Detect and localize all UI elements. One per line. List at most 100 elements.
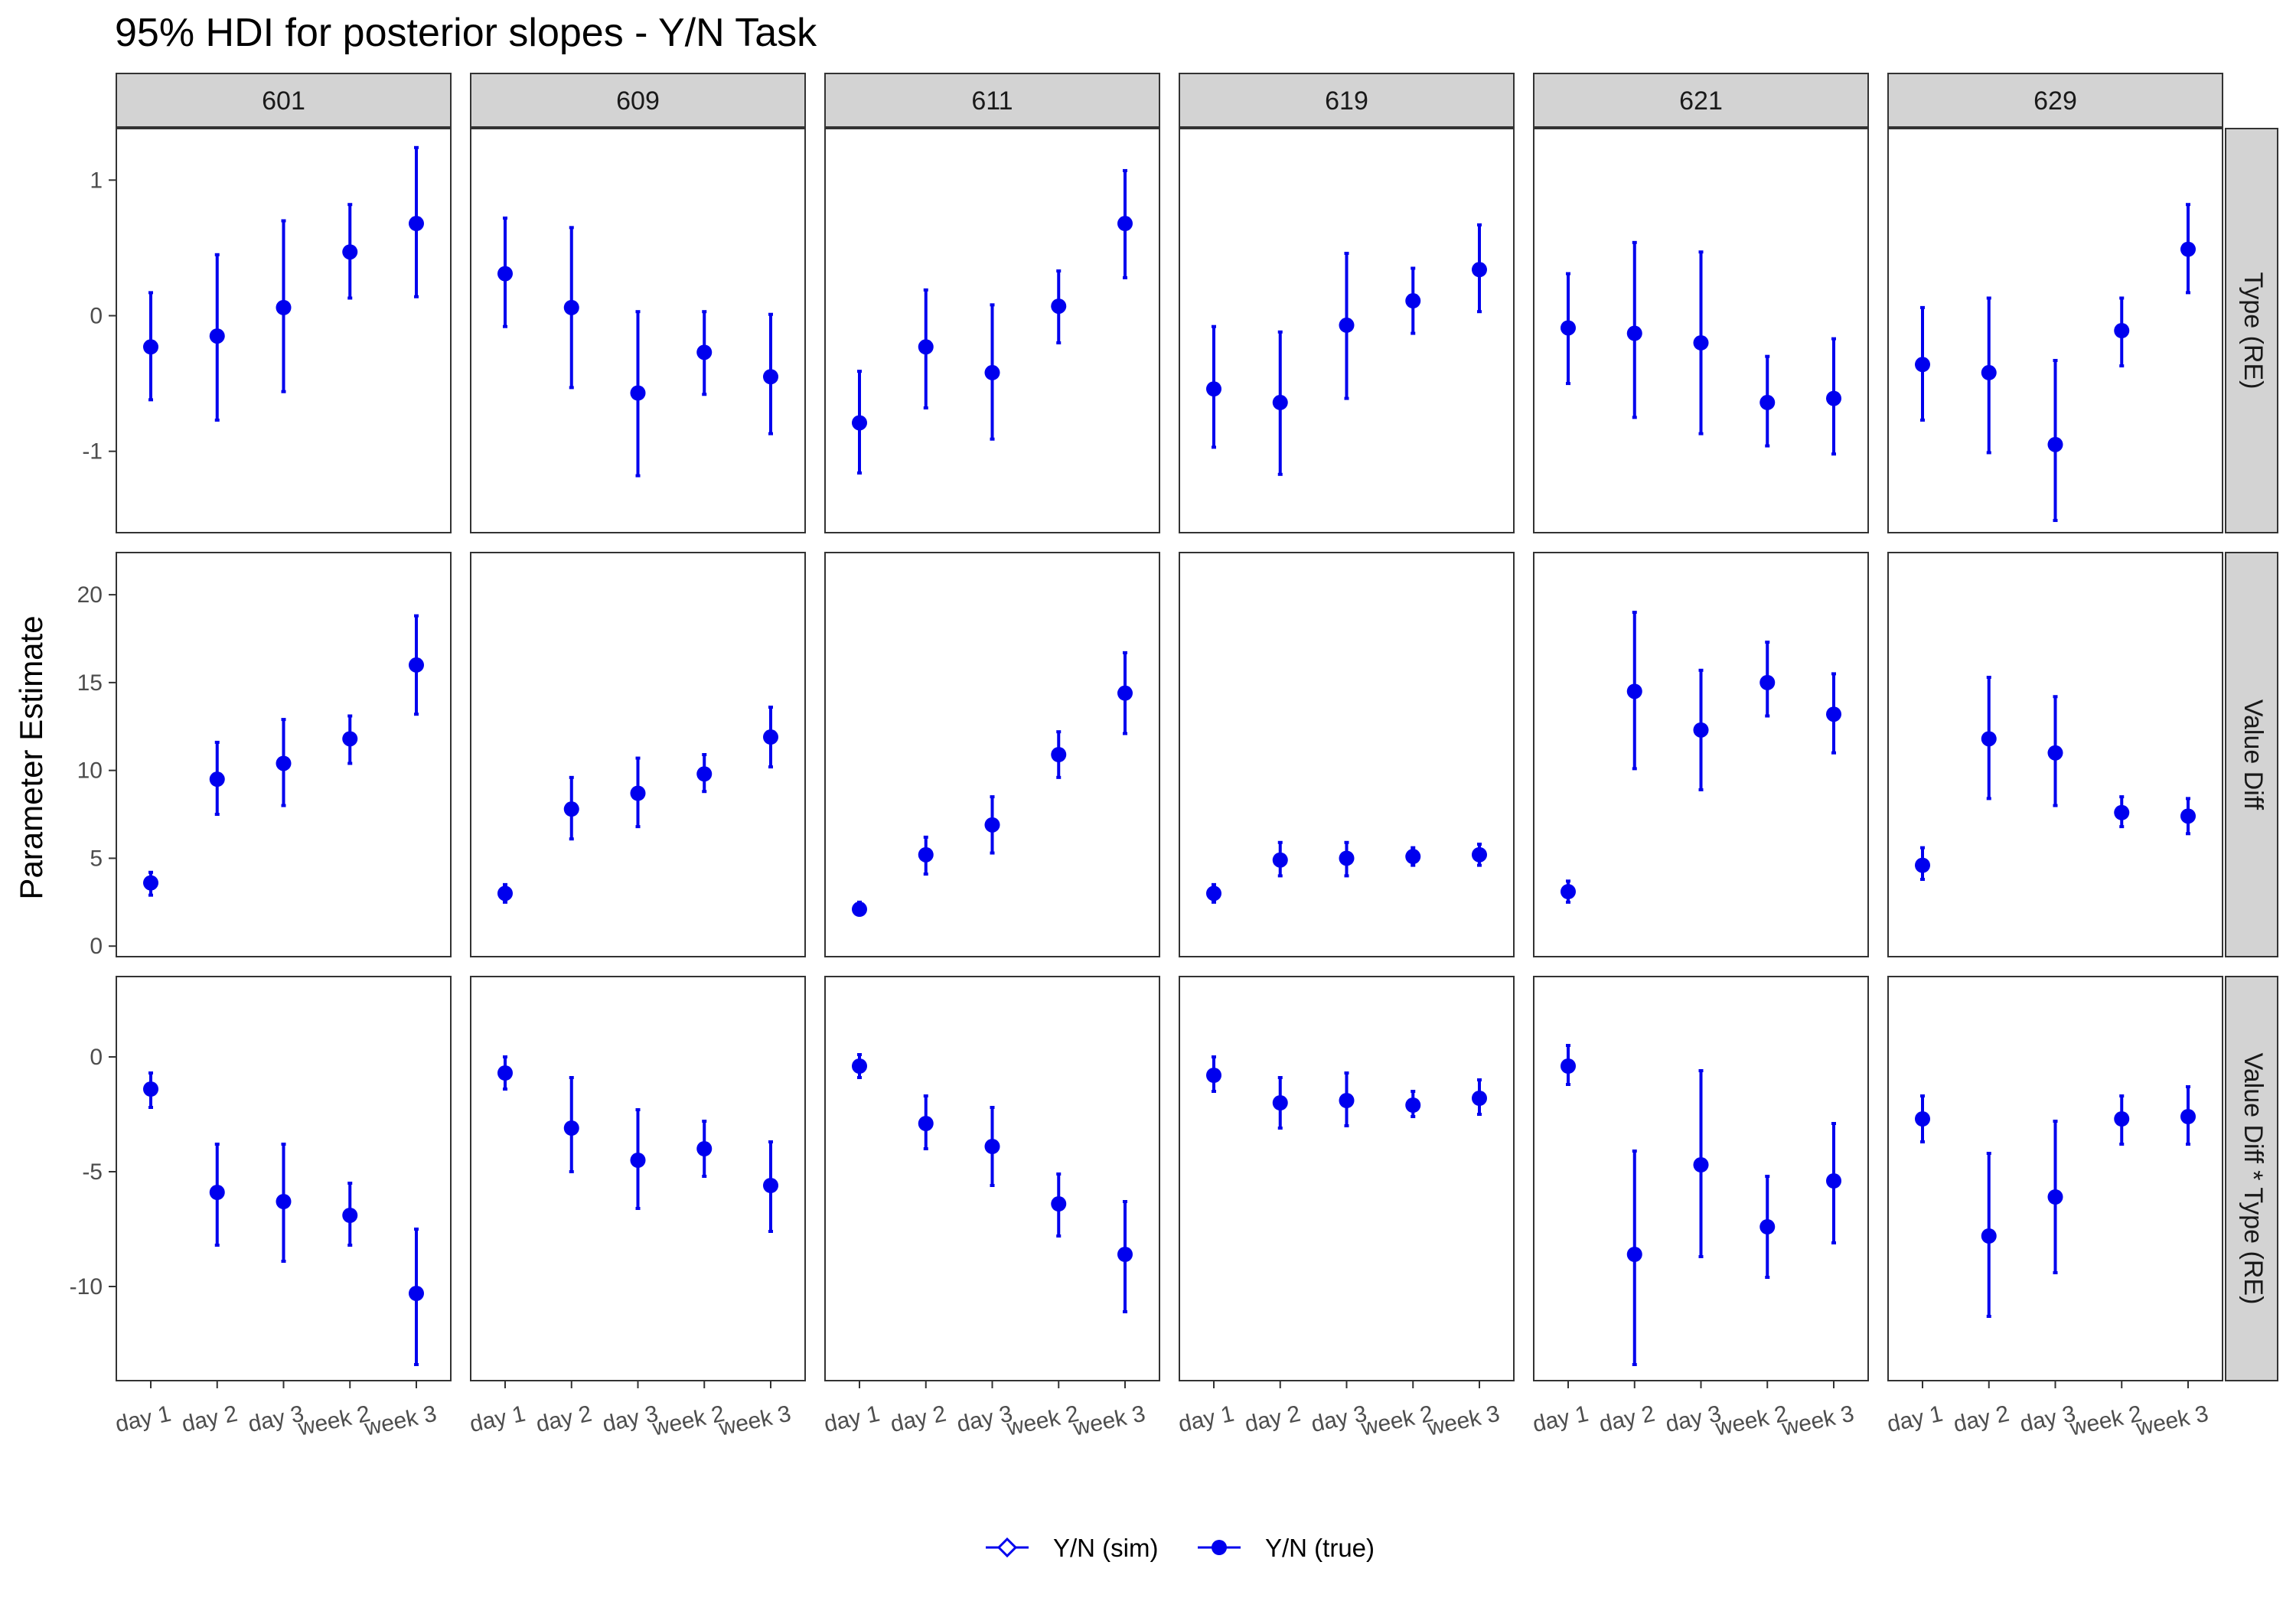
data-point [1760, 674, 1776, 690]
row-strip [2225, 128, 2278, 533]
x-tick-label: day 2 [1597, 1401, 1658, 1438]
x-tick-label: day 1 [1885, 1401, 1945, 1438]
x-tick-label: week 3 [362, 1401, 439, 1441]
legend-label: Y/N (sim) [1053, 1534, 1158, 1562]
data-point [984, 1139, 1000, 1154]
y-tick-label: 0 [90, 934, 103, 959]
data-point [143, 875, 158, 891]
y-tick-label: 20 [77, 582, 103, 608]
y-tick-label: -10 [70, 1274, 103, 1300]
x-tick-label: day 1 [468, 1401, 528, 1438]
y-tick-label: 0 [90, 304, 103, 329]
data-point [1693, 334, 1709, 351]
data-point [1915, 357, 1930, 373]
data-point [1117, 216, 1133, 232]
y-tick-label: 5 [90, 846, 103, 871]
x-tick-label: week 3 [1779, 1401, 1857, 1441]
data-point [2180, 1109, 2196, 1124]
x-tick-label: week 2 [1358, 1401, 1436, 1441]
data-point [1472, 1091, 1487, 1106]
data-point [2047, 436, 2063, 452]
x-tick-label: week 2 [2067, 1401, 2144, 1441]
x-tick-label: day 2 [1952, 1401, 2012, 1438]
column-strip-label: 609 [616, 86, 660, 116]
data-point [630, 1153, 646, 1168]
data-point [1051, 1196, 1067, 1212]
data-point [1339, 1093, 1355, 1108]
data-point [2114, 323, 2130, 338]
x-tick-label: week 3 [1425, 1401, 1502, 1441]
data-point [276, 299, 292, 315]
data-point [2114, 1111, 2130, 1127]
data-point [852, 415, 867, 431]
legend-key-circle [1212, 1540, 1227, 1555]
data-point [763, 1178, 778, 1193]
data-point [630, 385, 646, 401]
data-point [1626, 325, 1642, 341]
data-point [342, 1208, 358, 1223]
data-point [2180, 241, 2196, 257]
data-point [1117, 1247, 1133, 1262]
data-point [984, 364, 1000, 380]
legend: Y/N (sim) Y/N (true) [986, 1534, 1375, 1562]
column-strip-label: 611 [971, 86, 1013, 116]
data-point [1472, 846, 1487, 863]
x-tick-label: day 2 [889, 1401, 949, 1438]
column-strip [470, 73, 806, 128]
x-tick-label: day 1 [1531, 1401, 1591, 1438]
legend-key-diamond [996, 1537, 1018, 1558]
data-point [563, 1120, 579, 1136]
data-point [1626, 1247, 1642, 1262]
data-point [497, 1065, 513, 1081]
data-point [1405, 1097, 1421, 1113]
data-point [2047, 1189, 2063, 1205]
data-point [1339, 850, 1355, 866]
data-point [497, 266, 513, 282]
x-tick-label: week 2 [295, 1401, 373, 1441]
data-point [1626, 683, 1642, 700]
data-point [209, 771, 225, 788]
data-point [1981, 731, 1997, 747]
data-point [1826, 390, 1841, 406]
column-strip-label: 601 [262, 86, 305, 116]
data-point [984, 817, 1000, 833]
y-axis-label: Parameter Estimate [13, 615, 49, 899]
x-tick-label: week 2 [1004, 1401, 1081, 1441]
data-point [1405, 849, 1421, 865]
y-tick-label: 1 [90, 168, 103, 193]
data-point [1051, 747, 1067, 762]
y-tick-label: 0 [90, 1045, 103, 1070]
legend-label: Y/N (true) [1265, 1534, 1375, 1562]
data-point [1826, 1173, 1841, 1189]
data-point [1339, 317, 1355, 333]
x-tick-label: day 2 [180, 1401, 240, 1438]
x-tick-label: day 2 [1243, 1401, 1303, 1438]
x-tick-label: day 1 [113, 1401, 174, 1438]
chart-title: 95% HDI for posterior slopes - Y/N Task [115, 11, 817, 55]
data-point [1915, 857, 1930, 873]
data-point [209, 1185, 225, 1200]
y-tick-label: -5 [82, 1159, 103, 1185]
data-point [409, 216, 424, 232]
data-point [1693, 1157, 1709, 1172]
data-point [696, 766, 713, 782]
x-tick-label: day 2 [534, 1401, 595, 1438]
data-point [276, 1194, 292, 1209]
row-strip [2225, 552, 2278, 957]
data-point [1561, 320, 1576, 336]
data-point [696, 1141, 713, 1156]
data-point [1272, 852, 1288, 868]
data-point [276, 755, 292, 771]
facet-panel [470, 552, 806, 957]
y-tick-label: 15 [77, 670, 103, 696]
data-point [852, 902, 867, 918]
data-point [497, 885, 513, 902]
data-point [342, 731, 358, 747]
data-point [1981, 1228, 1997, 1244]
column-strip-label: 619 [1325, 86, 1368, 116]
data-point [1760, 394, 1776, 410]
column-strip [824, 73, 1160, 128]
data-point [1206, 1068, 1221, 1083]
